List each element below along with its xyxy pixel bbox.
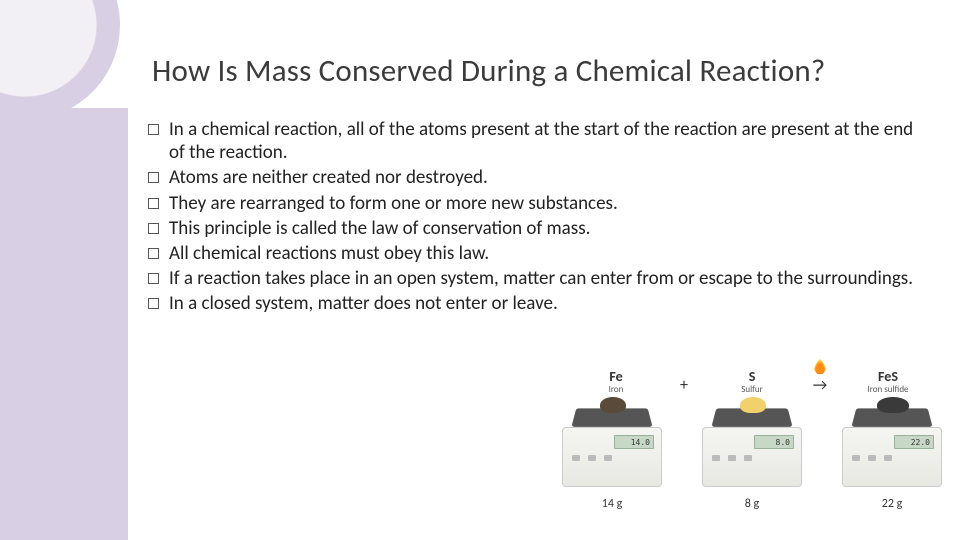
list-item: All chemical reactions must obey this la…: [148, 242, 930, 265]
scale-readout: 8.0: [754, 435, 794, 449]
list-item: In a chemical reaction, all of the atoms…: [148, 118, 930, 164]
list-item: If a reaction takes place in an open sys…: [148, 267, 930, 290]
scale-buttons: [712, 455, 752, 461]
checkbox-icon: [148, 273, 159, 284]
scale-illustration: 14.0: [560, 401, 664, 493]
bullet-list: In a chemical reaction, all of the atoms…: [148, 118, 930, 317]
sample-pile: [877, 397, 909, 413]
scales-row: 14.0 14 g 8.0 8 g: [552, 401, 952, 511]
list-item: In a closed system, matter does not ente…: [148, 292, 930, 315]
arrow-glyph: →: [812, 376, 828, 395]
sample-pile: [600, 397, 626, 413]
checkbox-icon: [148, 172, 159, 183]
reagent-fe: Fe Iron: [556, 368, 676, 395]
mass-conservation-diagram: Fe Iron + S Sulfur → FeS Iron sulfide: [552, 358, 952, 538]
scale-fe: 14.0 14 g: [552, 401, 672, 511]
mass-label: 14 g: [602, 497, 623, 511]
reagent-fes: FeS Iron sulfide: [828, 368, 948, 395]
slide: How Is Mass Conserved During a Chemical …: [0, 0, 960, 540]
scale-readout: 22.0: [894, 435, 934, 449]
list-item-text: In a chemical reaction, all of the atoms…: [169, 118, 930, 164]
symbol-name: Sulfur: [692, 384, 812, 395]
mass-label: 8 g: [745, 497, 759, 511]
slide-title: How Is Mass Conserved During a Chemical …: [152, 52, 930, 90]
checkbox-icon: [148, 223, 159, 234]
symbol-name: Iron: [556, 384, 676, 395]
checkbox-icon: [148, 248, 159, 259]
symbol: FeS: [828, 368, 948, 385]
reagent-s: S Sulfur: [692, 368, 812, 395]
plus-operator: +: [676, 376, 692, 395]
reagent-row: Fe Iron + S Sulfur → FeS Iron sulfide: [552, 358, 952, 395]
symbol: S: [692, 368, 812, 385]
scale-buttons: [572, 455, 612, 461]
list-item: Atoms are neither created nor destroyed.: [148, 166, 930, 189]
scale-buttons: [852, 455, 892, 461]
flame-icon: [813, 358, 827, 374]
scale-s: 8.0 8 g: [692, 401, 812, 511]
sample-pile: [740, 397, 766, 413]
corner-decoration: [0, 0, 120, 120]
list-item-text: All chemical reactions must obey this la…: [169, 242, 930, 265]
scale-fes: 22.0 22 g: [832, 401, 952, 511]
arrow-operator: →: [812, 358, 828, 395]
scale-readout: 14.0: [614, 435, 654, 449]
list-item-text: They are rearranged to form one or more …: [169, 192, 930, 215]
checkbox-icon: [148, 298, 159, 309]
list-item-text: In a closed system, matter does not ente…: [169, 292, 930, 315]
symbol: Fe: [556, 368, 676, 385]
scale-illustration: 22.0: [840, 401, 944, 493]
list-item-text: If a reaction takes place in an open sys…: [169, 267, 930, 290]
list-item: This principle is called the law of cons…: [148, 217, 930, 240]
list-item-text: Atoms are neither created nor destroyed.: [169, 166, 930, 189]
list-item-text: This principle is called the law of cons…: [169, 217, 930, 240]
scale-illustration: 8.0: [700, 401, 804, 493]
checkbox-icon: [148, 198, 159, 209]
checkbox-icon: [148, 124, 159, 135]
mass-label: 22 g: [882, 497, 903, 511]
left-accent-panel: [0, 108, 128, 540]
list-item: They are rearranged to form one or more …: [148, 192, 930, 215]
symbol-name: Iron sulfide: [828, 384, 948, 395]
